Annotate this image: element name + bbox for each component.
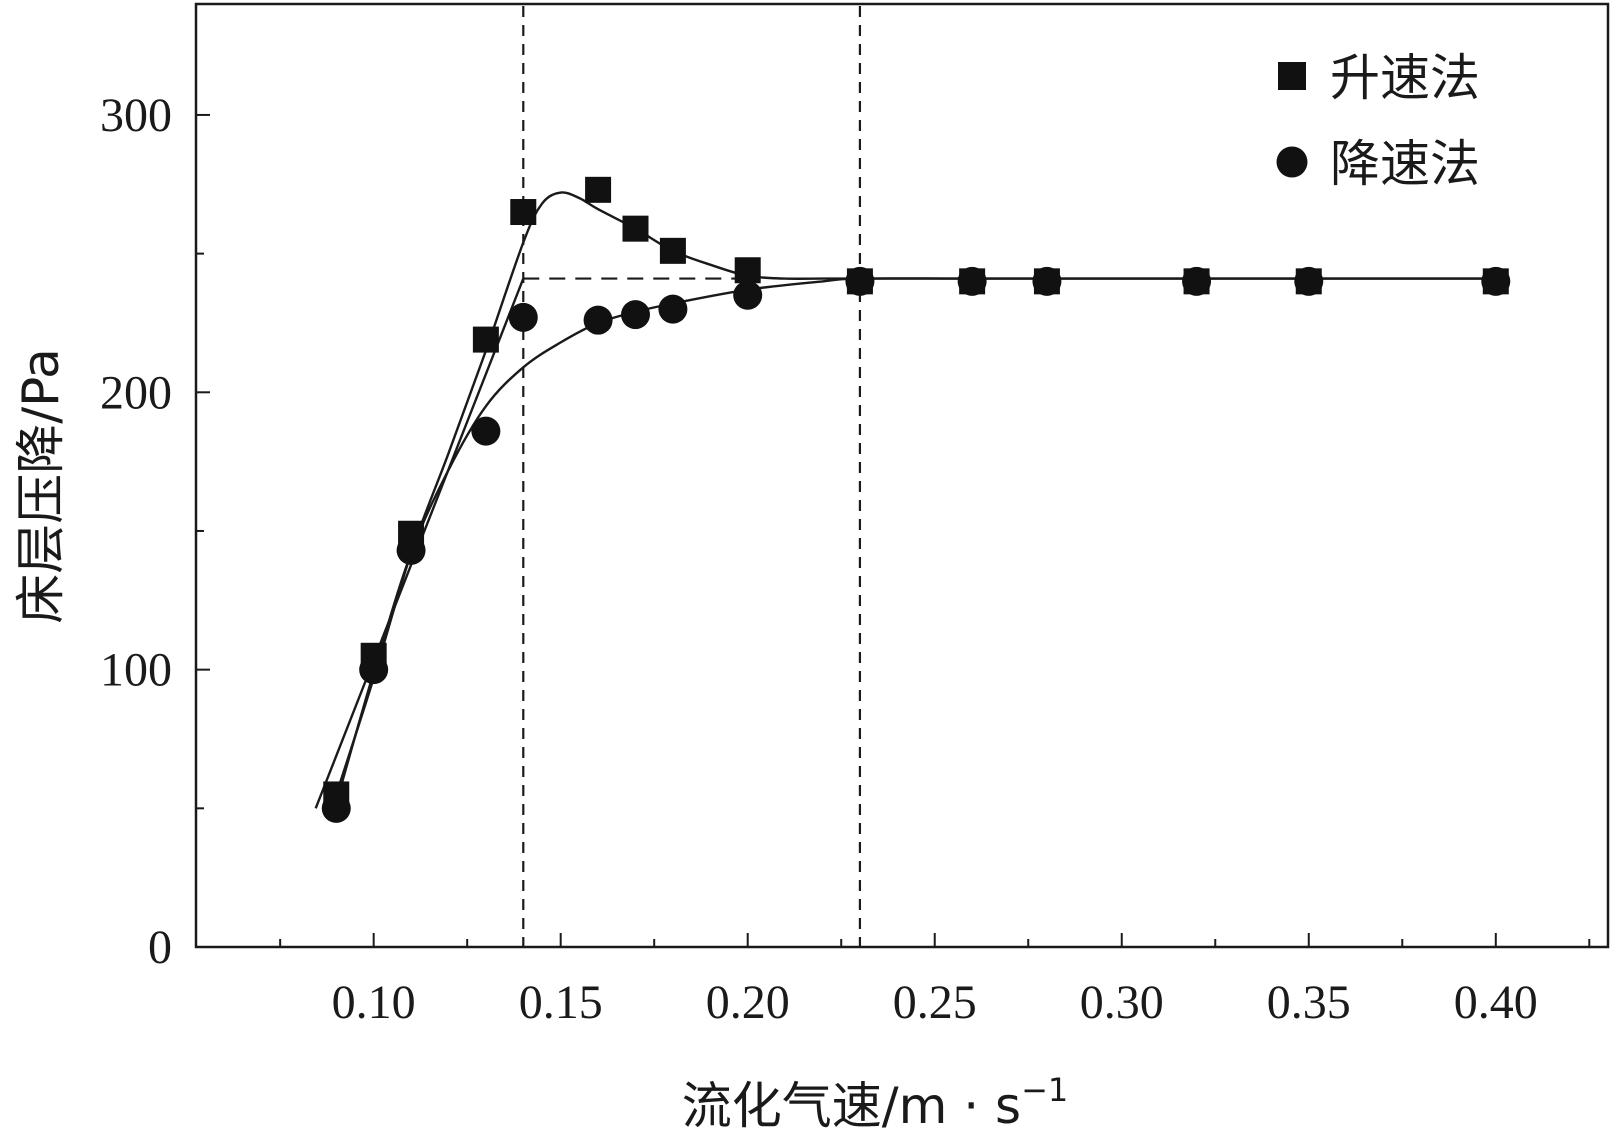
circle-marker: [396, 535, 426, 565]
circle-marker: [359, 655, 389, 685]
square-marker: [585, 176, 612, 203]
square-marker: [659, 237, 686, 264]
circle-marker: [1481, 266, 1511, 296]
circle-marker: [471, 416, 501, 446]
x-axis-ticks: 0.10 0.15 0.20 0.25 0.30 0.35 0.40: [279, 933, 1591, 1029]
circle-marker: [321, 793, 351, 823]
circle-marker: [583, 305, 613, 335]
legend-label: 降速法: [1330, 135, 1480, 193]
square-marker: [472, 326, 499, 353]
x-tick-label: 0.25: [893, 976, 977, 1029]
x-tick-label: 0.15: [519, 976, 603, 1029]
x-tick-label: 0.35: [1267, 976, 1351, 1029]
legend-label: 升速法: [1330, 49, 1480, 107]
circle-marker: [845, 266, 875, 296]
plot-frame: [194, 2, 1610, 949]
y-tick-label: 200: [100, 366, 172, 419]
square-marker: [734, 257, 761, 284]
x-tick-label: 0.10: [332, 976, 416, 1029]
circle-marker: [1032, 266, 1062, 296]
y-tick-label: 300: [100, 89, 172, 142]
circle-marker: [957, 266, 987, 296]
plot-area: [194, 2, 1610, 949]
reference-lines: [522, 6, 862, 947]
legend-square-marker: [1278, 62, 1306, 90]
x-tick-label: 0.20: [706, 976, 790, 1029]
x-tick-label: 0.30: [1080, 976, 1164, 1029]
y-tick-label: 100: [100, 644, 172, 697]
circle-marker: [733, 280, 763, 310]
fit-curve-2: [335, 277, 1496, 804]
circle-marker: [1294, 266, 1324, 296]
y-axis-ticks: 0 100 200 300: [100, 89, 210, 974]
circle-marker: [658, 294, 688, 324]
y-tick-label: 0: [148, 921, 172, 974]
square-marker: [622, 215, 649, 242]
circle-marker: [1182, 266, 1212, 296]
legend-circle-marker: [1276, 146, 1308, 178]
y-axis-title: 床层压降/Pa: [12, 348, 70, 623]
circle-marker: [508, 302, 538, 332]
x-axis-title: 流化气速/m · s−1: [682, 1071, 1068, 1135]
square-marker: [510, 199, 537, 226]
data-points: [321, 176, 1511, 823]
circle-marker: [620, 300, 650, 330]
x-tick-label: 0.40: [1454, 976, 1538, 1029]
